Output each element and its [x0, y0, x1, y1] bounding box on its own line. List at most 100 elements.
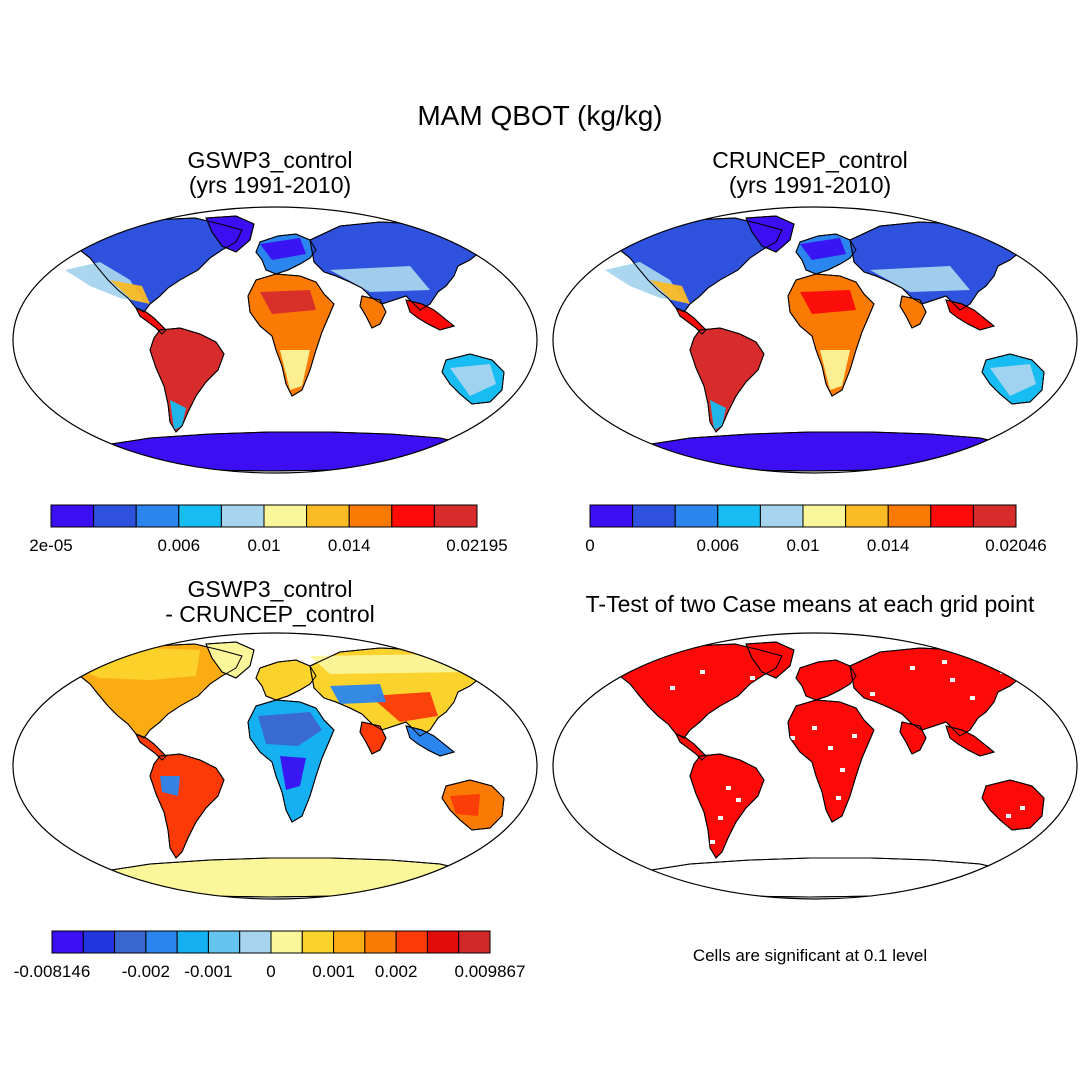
- colorbar-swatch: [887, 504, 932, 528]
- panel-title-gswp3: GSWP3_control (yrs 1991-2010): [70, 148, 470, 198]
- colorbar-tick-label: -0.002: [122, 962, 170, 981]
- panel-title-line2: - CRUNCEP_control: [165, 601, 375, 627]
- coastline-samerica: [689, 753, 765, 859]
- colorbar-swatch: [207, 930, 241, 954]
- nonsignificant-cell: [840, 768, 845, 772]
- coastline-africa: [247, 699, 335, 823]
- coastline-namerica: [71, 217, 243, 313]
- coastline-europe: [795, 659, 857, 701]
- coastline-samerica: [149, 327, 225, 433]
- nonsignificant-cell: [828, 746, 833, 750]
- colorbar-swatch: [135, 504, 180, 528]
- field-patch: [710, 400, 726, 430]
- field-patch: [258, 712, 322, 746]
- nonsignificant-cell: [942, 660, 947, 664]
- colorbar-swatch: [348, 504, 393, 528]
- colorbar-swatch: [674, 504, 719, 528]
- colorbar-swatch: [717, 504, 761, 528]
- colorbar-tick-label: 0.02195: [446, 536, 507, 555]
- nonsignificant-cell: [700, 670, 705, 674]
- coastline-greenland: [745, 641, 795, 679]
- field-patch: [260, 290, 316, 314]
- nonsignificant-cell: [950, 678, 955, 682]
- field-patch: [800, 290, 856, 314]
- field-patch: [110, 280, 150, 304]
- panel-title-ttest: T-Test of two Case means at each grid po…: [585, 591, 1035, 617]
- colorbar-tick-label: -0.008146: [14, 962, 91, 981]
- field-patch: [370, 692, 438, 722]
- nonsignificant-cell: [736, 798, 741, 802]
- panel-title-line2: (yrs 1991-2010): [728, 172, 892, 198]
- colorbar-tick-label: 0.002: [375, 962, 418, 981]
- coastline-seasia: [405, 725, 456, 757]
- panel-title-line1: GSWP3_control: [187, 147, 353, 173]
- panel-title-line2: (yrs 1991-2010): [188, 172, 352, 198]
- nonsignificant-cell: [750, 676, 755, 680]
- field-patch: [450, 794, 480, 816]
- nonsignificant-cell: [670, 686, 675, 690]
- nonsignificant-cell: [812, 726, 817, 730]
- colorbar-swatch: [93, 504, 137, 528]
- panel-title-cruncep: CRUNCEP_control (yrs 1991-2010): [610, 148, 1010, 198]
- field-patch: [800, 238, 846, 260]
- coastline-samerica: [149, 753, 225, 859]
- coastline-seasia: [945, 725, 996, 757]
- panel-title-line1: CRUNCEP_control: [712, 147, 908, 173]
- colorbar-swatch: [589, 504, 634, 528]
- colorbar-tick-label: -0.001: [184, 962, 232, 981]
- colorbar-tick-label: 2e-05: [29, 536, 72, 555]
- colorbar-swatch: [458, 930, 491, 954]
- coastline-namerica: [71, 643, 243, 739]
- colorbar-tick-label: 0.01: [247, 536, 280, 555]
- field-patch: [710, 340, 756, 376]
- significance-note: Cells are significant at 0.1 level: [692, 946, 928, 965]
- colorbar-tick-label: 0.006: [158, 536, 201, 555]
- map-frame: [552, 206, 1078, 474]
- coastline-camerica: [134, 733, 167, 761]
- nonsignificant-cell: [870, 692, 875, 696]
- colorbar-swatch: [395, 930, 428, 954]
- map-difference: [12, 632, 538, 900]
- nonsignificant-cell: [726, 786, 731, 790]
- colorbar-swatch: [759, 504, 804, 528]
- coastline-camerica: [134, 307, 167, 335]
- colorbar-swatch: [433, 504, 478, 528]
- colorbar-swatch: [114, 930, 147, 954]
- colorbar-swatch: [51, 930, 84, 954]
- colorbar-swatch: [930, 504, 974, 528]
- colorbar-swatch: [178, 504, 222, 528]
- colorbar-swatch: [306, 504, 350, 528]
- field-patch: [70, 648, 200, 680]
- nonsignificant-cell: [790, 736, 795, 740]
- colorbar-swatch: [333, 930, 366, 954]
- nonsignificant-cell: [880, 716, 885, 720]
- nonsignificant-cell: [852, 734, 857, 738]
- field-patch: [170, 400, 186, 430]
- map-cruncep: [552, 206, 1078, 474]
- map-frame: [12, 632, 538, 900]
- coastline-africa: [787, 699, 875, 823]
- coastline-greenland: [205, 215, 255, 253]
- coastline-seasia: [945, 299, 996, 331]
- field-patch: [870, 266, 970, 292]
- field-patch: [166, 340, 218, 380]
- coastline-namerica: [611, 643, 783, 739]
- map-frame: [12, 206, 538, 474]
- nonsignificant-cell: [1020, 806, 1025, 810]
- colorbar-swatch: [176, 930, 209, 954]
- coastline-namerica: [611, 217, 783, 313]
- coastline-australia: [441, 353, 505, 405]
- field-patch: [820, 350, 850, 390]
- colorbar-swatch: [972, 504, 1017, 528]
- colorbar-swatch: [220, 504, 265, 528]
- coastline-india: [899, 295, 927, 329]
- field-patch: [990, 364, 1036, 396]
- colorbar-swatch: [50, 504, 95, 528]
- colorbar-swatch: [239, 930, 272, 954]
- nonsignificant-cell: [718, 816, 723, 820]
- nonsignificant-cell: [1006, 814, 1011, 818]
- coastline-europe: [255, 233, 317, 275]
- colorbar-tick-label: 0.009867: [455, 962, 526, 981]
- colorbar-tick-label: 0.01: [786, 536, 819, 555]
- colorbar-tick-label: 0: [585, 536, 594, 555]
